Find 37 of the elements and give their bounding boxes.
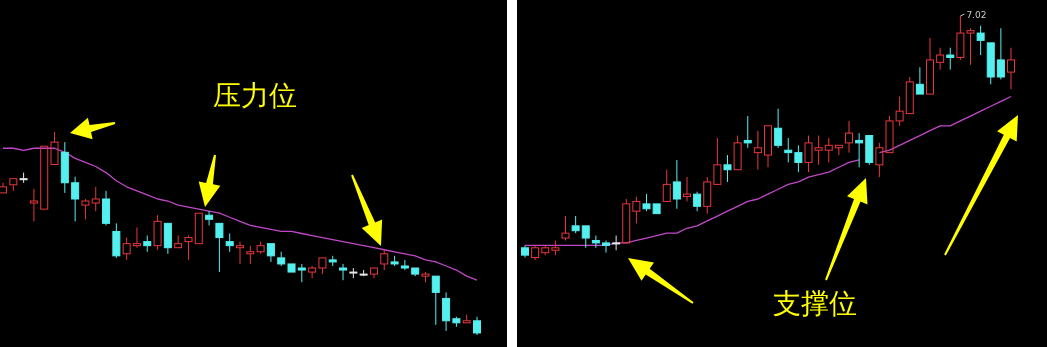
candlestick [753, 130, 762, 171]
candlestick [132, 226, 141, 249]
text: 压力位 [213, 79, 297, 112]
candlestick [855, 132, 864, 168]
candlestick [400, 259, 409, 271]
candlestick [602, 239, 610, 254]
candlestick [672, 159, 681, 210]
candlestick [1007, 47, 1015, 90]
candlestick [541, 244, 550, 256]
candlestick [308, 265, 317, 279]
candlestick [996, 27, 1005, 80]
candlestick [845, 120, 853, 154]
candlestick [612, 235, 621, 251]
candlestick [693, 191, 702, 212]
candlestick [571, 215, 580, 234]
candlestick [205, 210, 214, 226]
candlestick [71, 176, 80, 222]
candlestick [521, 244, 529, 259]
candlestick [531, 244, 540, 261]
candlestick [936, 47, 945, 71]
candlestick [102, 190, 111, 226]
candlestick [723, 154, 732, 183]
candlestick [774, 108, 783, 149]
candlestick [29, 188, 38, 222]
candlestick [442, 291, 451, 332]
candlestick [473, 316, 481, 336]
candlestick [153, 214, 162, 251]
text: 支撑位 [773, 287, 857, 320]
candlestick [824, 137, 833, 163]
candlestick [112, 222, 121, 259]
annotation: 7.02 [966, 10, 987, 20]
candlestick [794, 144, 803, 173]
candlestick [683, 176, 691, 202]
candlestick [236, 241, 244, 265]
candlestick [591, 235, 600, 249]
candlestick [339, 263, 348, 281]
candlestick [60, 141, 69, 194]
